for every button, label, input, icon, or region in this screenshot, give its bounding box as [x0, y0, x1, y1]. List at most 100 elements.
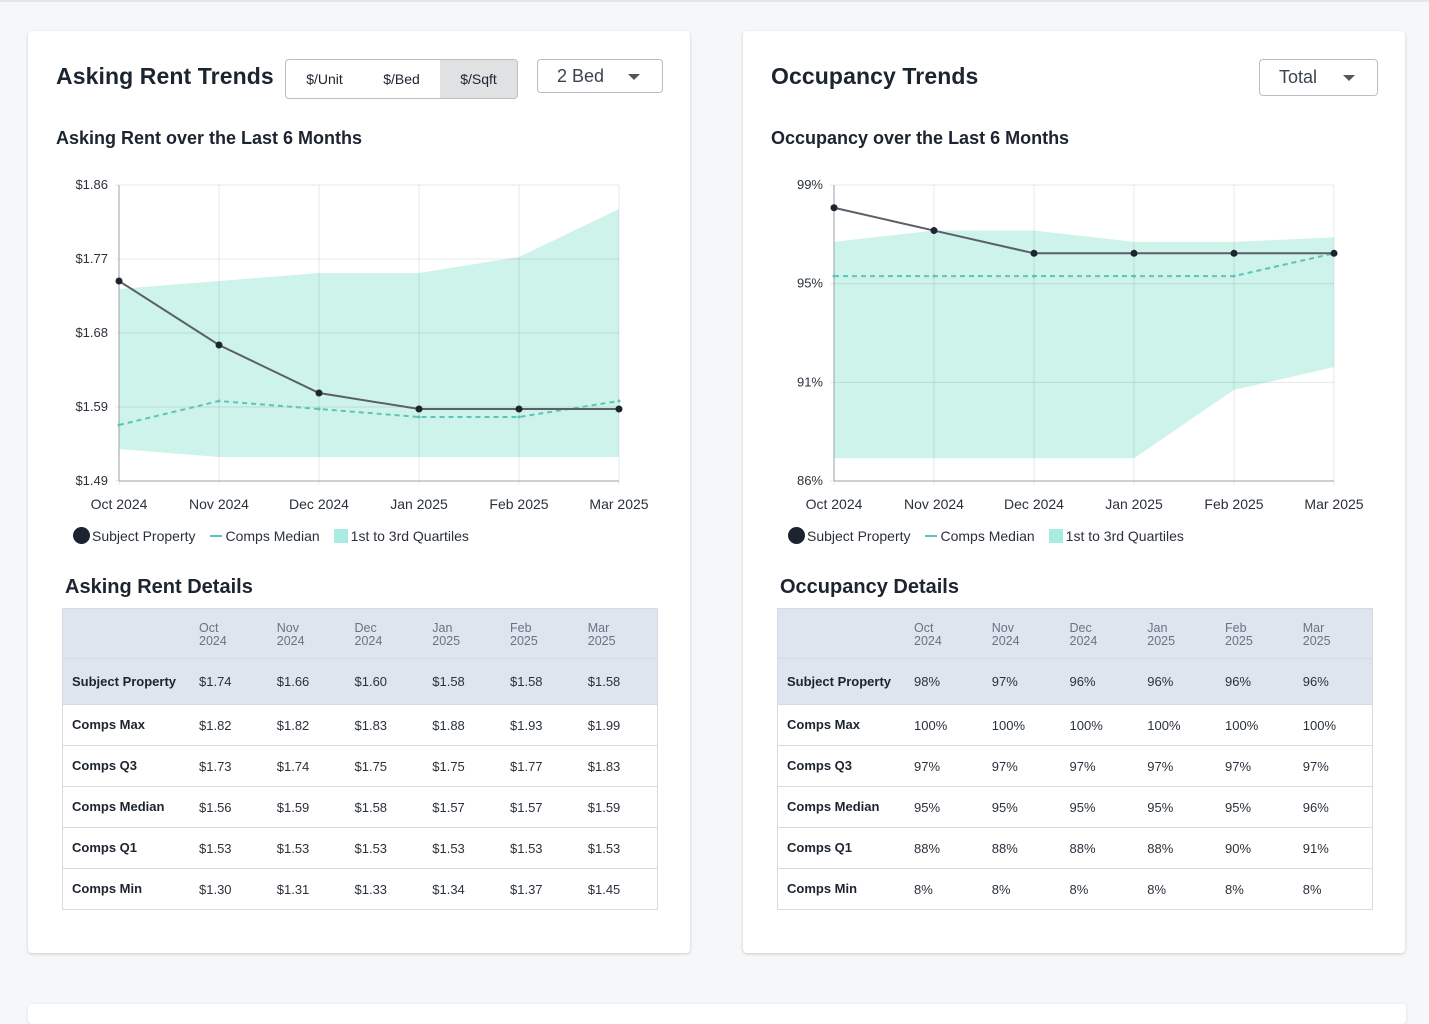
table-cell: 100% [1293, 704, 1373, 746]
legend-subject-property: Subject Property [788, 527, 911, 544]
comps-median-point [617, 399, 621, 403]
occupancy-chart-legend: Subject Property Comps Median 1st to 3rd… [788, 527, 1198, 544]
row-label: Comps Q3 [777, 745, 905, 787]
occupancy-type-select[interactable]: Total [1259, 59, 1378, 96]
table-cell: 88% [982, 827, 1061, 869]
table-row: Subject Property $1.74 $1.66 $1.60 $1.58 $1.5… [62, 658, 658, 705]
column-header-year: 2024 [199, 633, 227, 648]
column-header-month: Oct [914, 620, 934, 635]
column-header: Dec 2024 [345, 608, 424, 659]
column-header: Oct 2024 [905, 608, 983, 659]
table-cell: $1.31 [267, 868, 346, 910]
table-row: Comps Max 100% 100% 100% 100% 100% 100% [777, 704, 1373, 746]
occupancy-chart: 99% 95% 91% 86% Oct 2024 Nov 2024 Dec 2024 Jan … [797, 177, 1364, 512]
column-header-month: Nov [276, 620, 299, 635]
y-tick-label: $1.59 [75, 399, 108, 414]
table-cell: 96% [1293, 658, 1373, 705]
table-cell: $1.82 [190, 704, 268, 746]
table-cell: $1.75 [345, 745, 424, 787]
occupancy-details-table: Oct 2024 Nov 2024 Dec 2024 Jan 2025 Feb 2025 Mar 20… [777, 608, 1373, 910]
table-cell: 8% [1060, 868, 1139, 910]
x-tick-label: Nov 2024 [904, 496, 964, 512]
table-cell: 100% [905, 704, 983, 746]
y-tick-label: $1.68 [75, 325, 108, 340]
column-header-month: Feb [510, 620, 532, 635]
per-sqft-button[interactable]: $/Sqft [440, 60, 517, 98]
table-cell: 97% [1293, 745, 1373, 787]
column-header-year: 2025 [1302, 633, 1331, 648]
comps-median-point [517, 415, 521, 419]
table-cell: 8% [905, 868, 983, 910]
column-header: Oct 2024 [190, 608, 268, 659]
median-line-icon [209, 534, 222, 537]
comps-median-line [118, 399, 620, 426]
quartile-band-icon [333, 528, 348, 543]
column-header: Mar 2025 [578, 608, 658, 659]
column-header-month: Feb [1225, 620, 1247, 635]
bed-type-value: 2 Bed [557, 65, 605, 86]
table-cell: $1.53 [267, 827, 346, 869]
table-cell: 8% [982, 868, 1061, 910]
quartile-band [119, 209, 619, 457]
table-row: Comps Q3 $1.73 $1.74 $1.75 $1.75 $1.77 $1.83 [62, 745, 658, 787]
row-label: Subject Property [62, 658, 190, 705]
row-label: Comps Median [62, 786, 190, 828]
comps-median-point [117, 423, 121, 427]
rent-details-table: Oct 2024 Nov 2024 Dec 2024 Jan 2025 Feb 2025 Mar 20… [62, 608, 658, 910]
table-cell: 97% [1216, 745, 1294, 787]
table-row: Comps Min 8% 8% 8% 8% 8% 8% [777, 868, 1373, 910]
legend-quartiles: 1st to 3rd Quartiles [333, 528, 469, 544]
bed-type-select[interactable]: 2 Bed [537, 59, 663, 93]
subject-property-point [1230, 249, 1238, 257]
table-cell: 96% [1216, 658, 1294, 705]
row-label: Subject Property [777, 658, 905, 705]
legend-comps-median: Comps Median [924, 528, 1035, 544]
y-tick-label: $1.86 [75, 177, 108, 192]
table-cell: $1.59 [578, 786, 658, 828]
x-tick-label: Feb 2025 [1204, 496, 1263, 512]
x-tick-label: Oct 2024 [806, 496, 863, 512]
table-cell: $1.57 [423, 786, 501, 828]
table-cell: $1.34 [423, 868, 501, 910]
table-cell: $1.58 [345, 786, 424, 828]
column-header-year: 2025 [1147, 633, 1176, 648]
median-line-icon [924, 534, 937, 537]
y-tick-label: $1.49 [75, 473, 108, 488]
subject-property-line [833, 206, 1334, 255]
row-label: Comps Q1 [777, 827, 905, 869]
x-tick-label: Jan 2025 [390, 496, 448, 512]
comps-median-point [317, 407, 321, 411]
table-cell: $1.58 [423, 658, 501, 705]
table-cell: 90% [1216, 827, 1294, 869]
next-section-card [28, 1004, 1406, 1024]
table-cell: 96% [1060, 658, 1139, 705]
table-row: Comps Max $1.82 $1.82 $1.83 $1.88 $1.93 $1.99 [62, 704, 658, 746]
column-header-month: Oct [199, 620, 219, 635]
table-cell: $1.30 [190, 868, 268, 910]
table-cell: $1.59 [267, 786, 346, 828]
table-cell: $1.77 [501, 745, 579, 787]
subject-property-line [118, 280, 619, 410]
rent-chart-legend: Subject Property Comps Median 1st to 3rd… [73, 527, 483, 544]
row-label: Comps Q3 [62, 745, 190, 787]
occupancy-type-value: Total [1279, 67, 1318, 87]
x-tick-label: Jan 2025 [1105, 496, 1163, 512]
row-label: Comps Min [777, 868, 905, 910]
per-bed-button[interactable]: $/Bed [383, 71, 420, 87]
column-header-year: 2025 [1225, 633, 1253, 648]
column-header: Nov 2024 [267, 608, 346, 659]
table-cell: $1.45 [578, 868, 658, 910]
table-cell: 98% [905, 658, 983, 705]
table-cell: $1.83 [578, 745, 658, 787]
column-header: Jan 2025 [1138, 608, 1216, 659]
x-tick-label: Mar 2025 [1304, 496, 1363, 512]
comps-median-point [1132, 274, 1136, 278]
rent-details-title: Asking Rent Details [65, 576, 253, 598]
per-unit-button[interactable]: $/Unit [306, 71, 343, 87]
column-header-month: Jan [1147, 620, 1168, 635]
table-cell: $1.53 [190, 827, 268, 869]
legend-quartiles: 1st to 3rd Quartiles [1048, 528, 1184, 544]
subject-property-point [515, 405, 523, 413]
column-header-year: 2024 [276, 633, 305, 648]
table-corner-header [62, 608, 190, 659]
